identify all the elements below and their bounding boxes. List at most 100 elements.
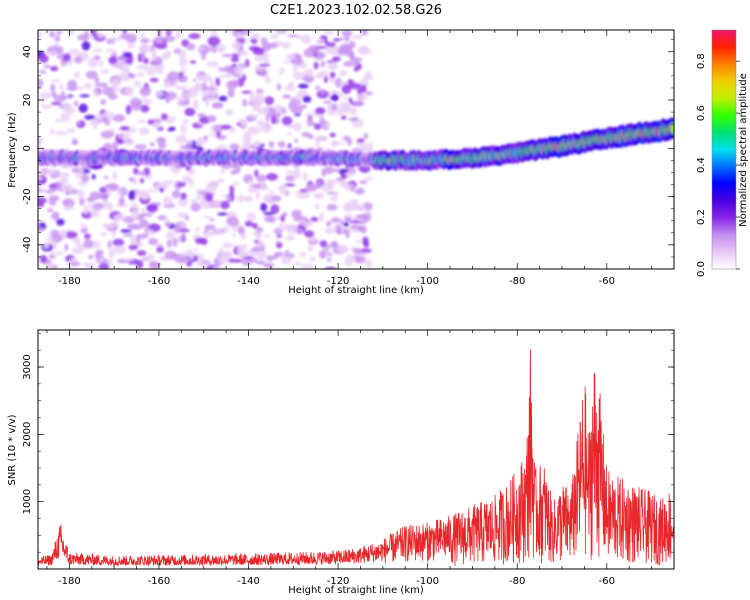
spectrogram-heatmap [38,30,674,269]
heatmap-cell [94,77,100,83]
heatmap-cell [38,54,49,63]
heatmap-cell [260,37,268,46]
heatmap-cell [112,238,125,247]
heatmap-cell [147,119,155,125]
heatmap-cell [139,86,151,97]
heatmap-cell [243,133,252,141]
heatmap-cell [145,229,154,235]
heatmap-cell [50,79,61,83]
heatmap-cell [38,227,45,233]
colorbar-frame [711,29,737,270]
heatmap-cell [253,240,260,244]
heatmap-cell [263,211,275,216]
heatmap-cell [189,60,197,64]
heatmap-cell [192,99,200,110]
heatmap-cell [95,113,104,121]
heatmap-cell [237,31,242,39]
heatmap-cell [345,254,356,264]
heatmap-cell [340,115,347,120]
heatmap-cell [287,143,292,149]
heatmap-cell [308,245,314,252]
heatmap-cell [68,49,80,55]
heatmap-cell [40,104,53,109]
heatmap-cell [190,198,197,204]
colorbar-tick-label: 0.6 [696,105,707,121]
x-tick-label: -100 [416,576,439,587]
heatmap-cell [345,228,350,239]
heatmap-cell [55,131,68,136]
heatmap-cell [55,118,63,123]
heatmap-cell [91,48,103,53]
heatmap-cell [176,97,188,101]
heatmap-cell [63,53,71,62]
heatmap-cell [130,177,138,185]
heatmap-cell [321,168,327,177]
heatmap-cell [155,90,164,97]
heatmap-cell [179,223,188,228]
heatmap-cell [202,232,214,238]
heatmap-cell [73,71,81,79]
heatmap-cell [136,72,145,77]
heatmap-cell [349,40,356,49]
heatmap-cell [229,185,235,195]
heatmap-cell [39,92,52,99]
heatmap-cell [220,168,226,174]
heatmap-cell [136,233,149,239]
heatmap-cell [258,63,271,67]
heatmap-cell [341,30,353,37]
heatmap-cell [129,73,136,79]
heatmap-cell [168,126,176,131]
heatmap-cell [80,227,88,234]
heatmap-cell [143,57,149,65]
heatmap-cell [215,43,226,52]
heatmap-cell [230,56,240,63]
heatmap-cell [136,250,147,256]
heatmap-cell [255,226,264,233]
heatmap-cell [290,105,304,114]
heatmap-cell [140,213,154,217]
heatmap-cell [47,261,54,269]
heatmap-cell [151,123,162,129]
heatmap-cell [172,238,178,248]
heatmap-cell [149,77,159,83]
heatmap-cell [260,181,265,186]
heatmap-cell [197,46,204,51]
heatmap-cell [62,199,70,205]
heatmap-cell [83,82,92,90]
heatmap-cell [365,259,373,269]
heatmap-cell [102,199,109,209]
heatmap-cell [72,138,77,146]
y-tick-label: 20 [22,94,33,107]
heatmap-cell [225,109,234,117]
heatmap-cell [266,42,278,49]
snr-panel: -180 -160 -140 -120 -100 -80 -60 1000 2000 3000 H… [7,329,675,596]
snr-frame [37,329,675,570]
heatmap-cell [131,209,140,219]
heatmap-cell [190,202,201,212]
heatmap-cell [107,240,112,249]
heatmap-cell [216,131,221,138]
heatmap-cell [44,168,57,175]
heatmap-cell [211,266,225,269]
heatmap-cell [118,196,125,206]
heatmap-cell [185,165,191,172]
heatmap-cell [156,246,165,253]
heatmap-cell [180,144,193,150]
y-tick-label: 1000 [22,489,33,514]
snr-axes: -180 -160 -140 -120 -100 -80 -60 1000 2000 3000 [22,330,675,587]
heatmap-cell [285,84,296,92]
heatmap-cell [50,83,56,93]
heatmap-cell [304,218,311,223]
heatmap-cell [138,127,150,136]
heatmap-cell [342,96,349,100]
heatmap-cell [302,95,312,103]
heatmap-cell [316,180,323,190]
heatmap-cell [287,34,300,38]
ridge-core-cell [670,122,674,135]
heatmap-cell [146,205,156,210]
heatmap-cell [286,224,291,233]
heatmap-cell [353,100,365,107]
heatmap-cell [314,202,320,210]
heatmap-cell [278,191,290,195]
heatmap-cell [259,186,270,191]
